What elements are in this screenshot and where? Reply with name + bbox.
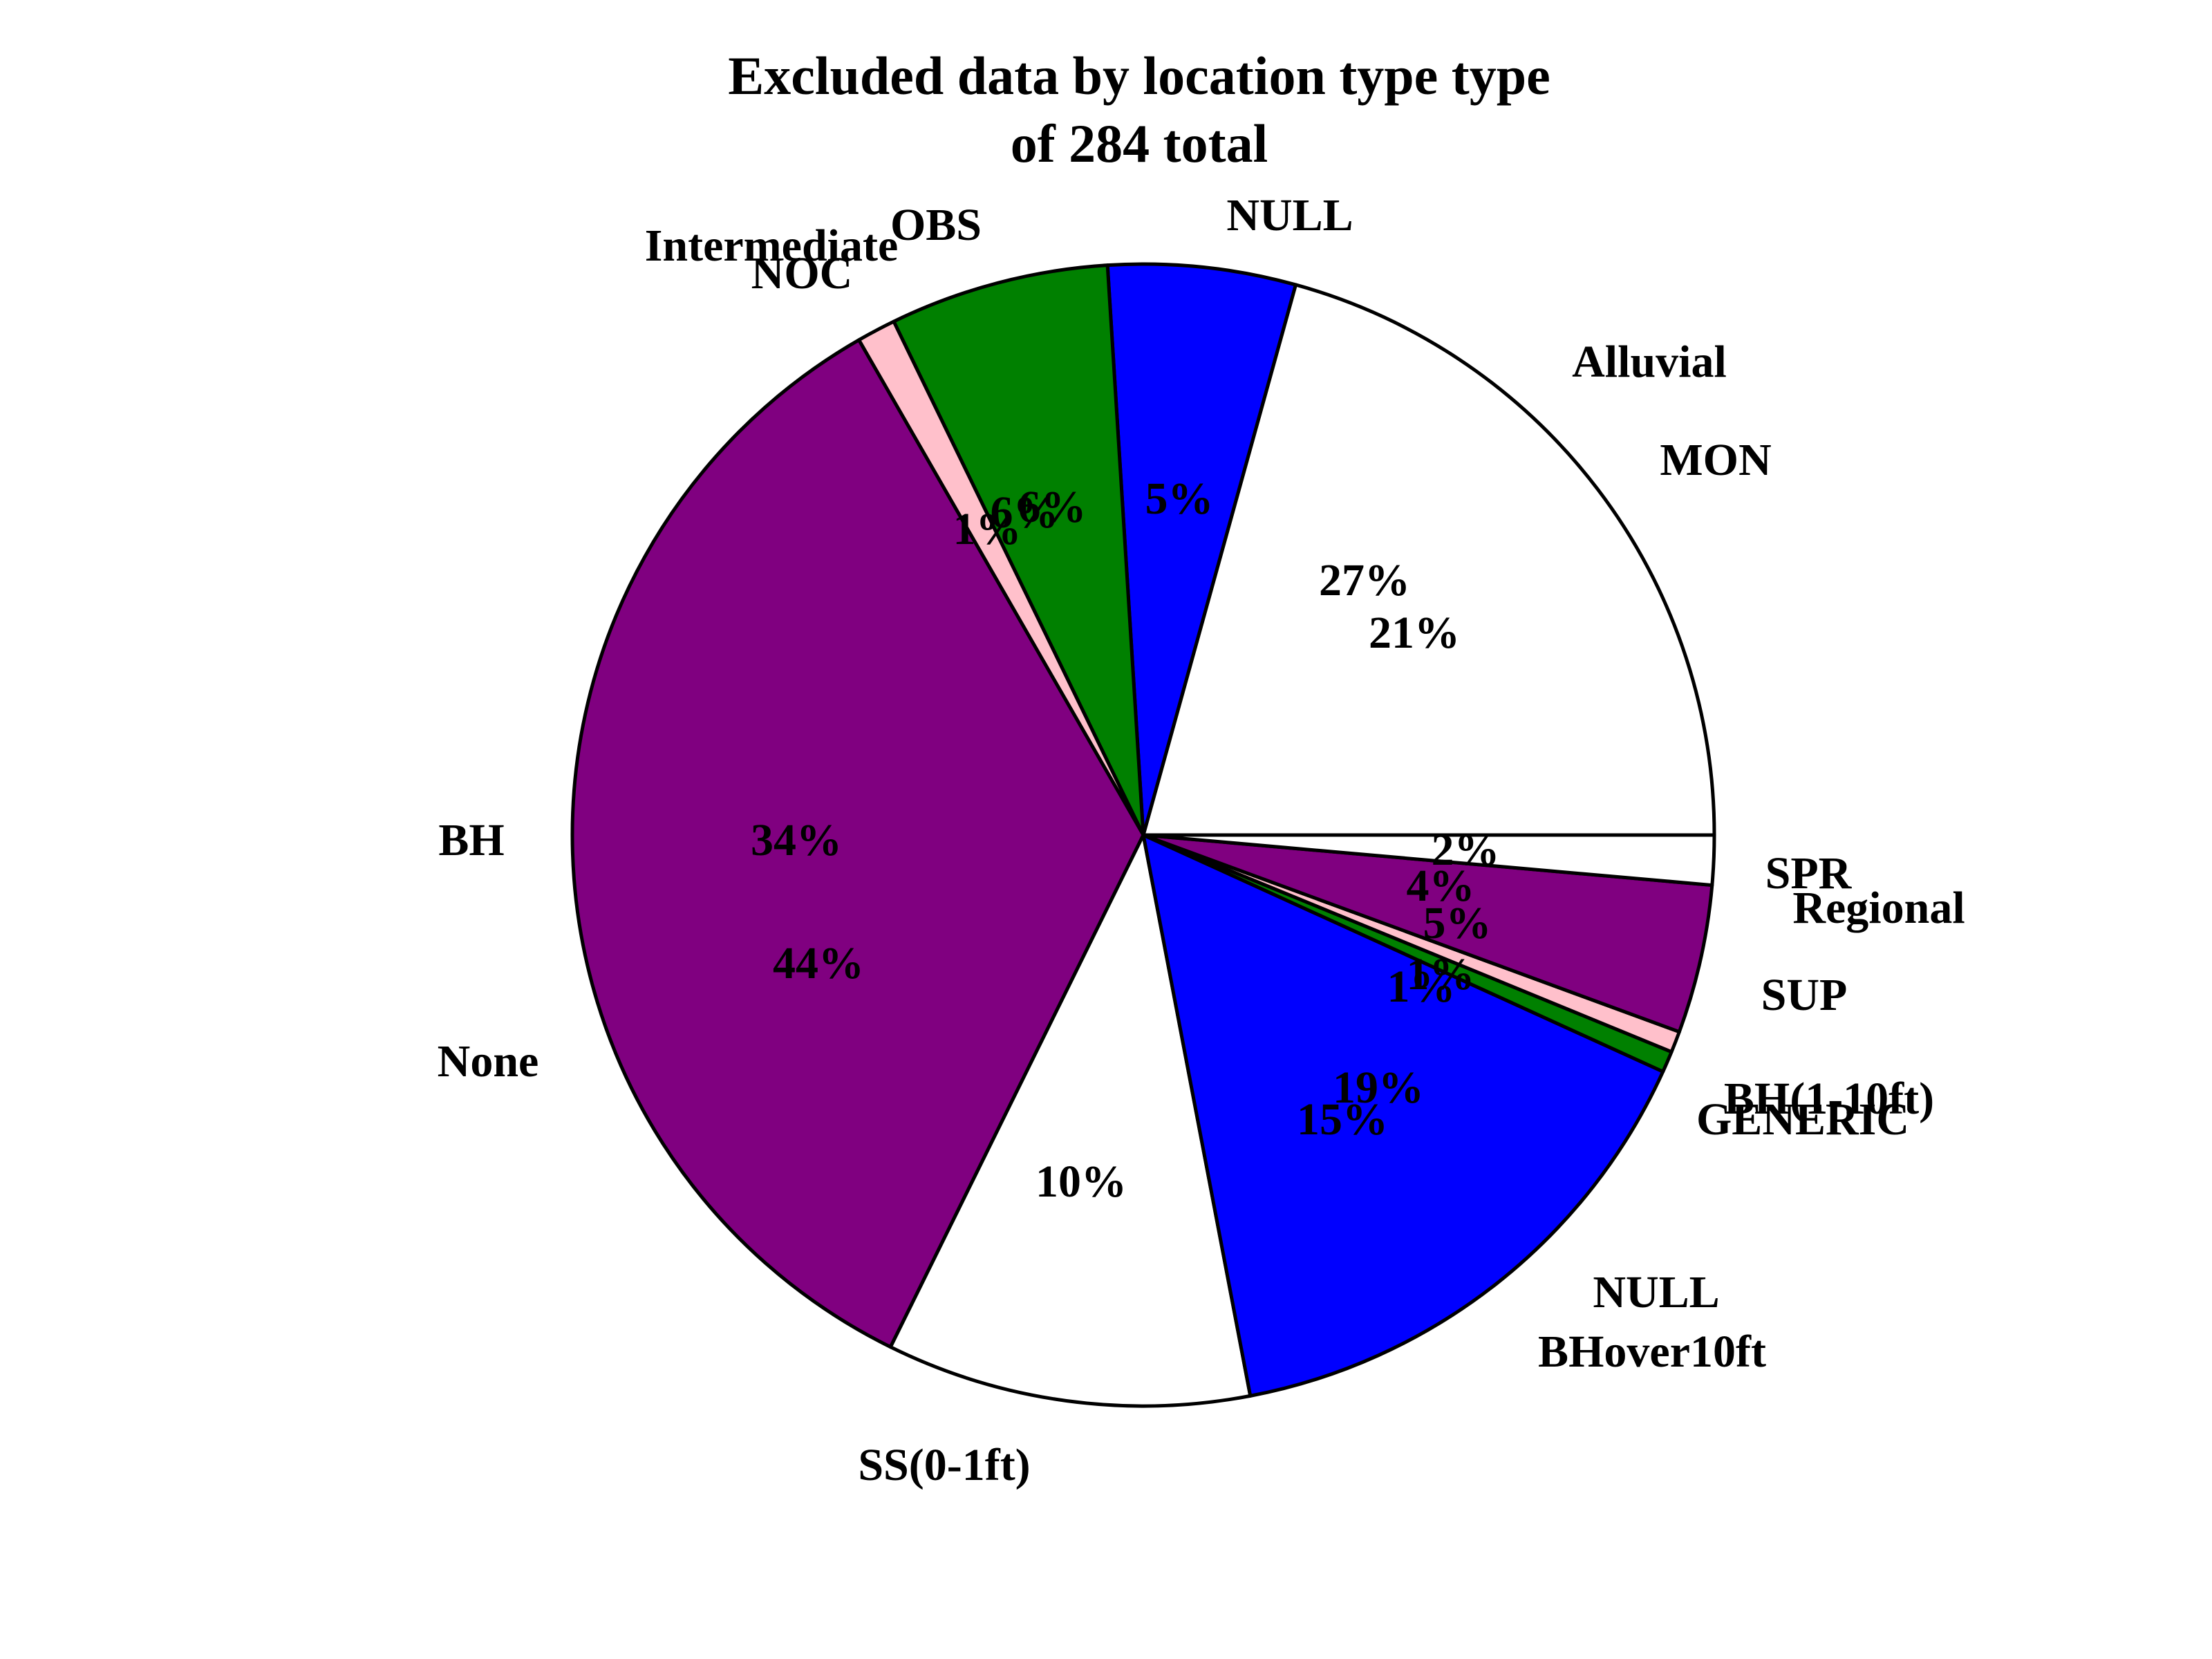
pie-slice-mon	[1141, 283, 1716, 837]
chart-title: Excluded data by location type type	[728, 46, 1550, 106]
slice-pct-generic: 1%	[1387, 962, 1456, 1012]
slice-pct-bhover10: 15%	[1297, 1094, 1388, 1145]
pie-slice-null-a	[1105, 262, 1297, 837]
slice-pct-sup: 4%	[1407, 861, 1475, 911]
slice-label-generic: GENERIC	[1696, 1094, 1909, 1145]
slice-label-obs: OBS	[890, 200, 982, 250]
pie-slice-sup	[1141, 833, 1714, 1034]
slice-label-bhover10: BHover10ft	[1538, 1327, 1766, 1377]
overlay-pct-alluvial: 27%	[1319, 555, 1410, 606]
pie-slice-ss01	[888, 833, 1253, 1408]
overlay-label-none: None	[438, 1036, 539, 1087]
overlay-label-intermediate: Intermediate	[645, 221, 899, 271]
slice-pct-bh110: 1%	[1407, 949, 1475, 1000]
slice-pct-bh: 34%	[751, 815, 842, 865]
slice-pct-noc: 1%	[953, 504, 1022, 554]
slice-label-noc: NOC	[751, 248, 853, 299]
overlay-label-alluvial: Alluvial	[1572, 337, 1727, 387]
overlay-pct-intermediate: 6%	[991, 487, 1059, 538]
slice-pct-spr: 2%	[1432, 825, 1500, 875]
overlay-label-null-b: NULL	[1593, 1267, 1719, 1318]
pie-slice-obs	[892, 263, 1145, 837]
overlay-pct-null-b: 19%	[1333, 1062, 1424, 1113]
slice-pct-mon: 21%	[1369, 608, 1460, 658]
overlay-pct-none: 44%	[773, 938, 864, 988]
slice-label-null-a: NULL	[1226, 190, 1353, 241]
pie-slice-spr	[1141, 833, 1716, 888]
slice-pct-null-a: 5%	[1145, 474, 1214, 524]
slice-label-ss01: SS(0-1ft)	[858, 1440, 1030, 1490]
slice-label-sup: SUP	[1761, 970, 1848, 1020]
pie-slices	[570, 262, 1716, 1408]
overlay-label-regional: Regional	[1792, 883, 1965, 933]
slice-pct-ss01: 10%	[1035, 1156, 1127, 1207]
slice-pct-obs: 6%	[1018, 482, 1087, 532]
slice-label-mon: MON	[1660, 435, 1771, 485]
overlay-pct-regional: 5%	[1423, 898, 1492, 948]
pie-slice-bh	[570, 338, 1145, 1349]
slice-label-bh: BH	[438, 815, 504, 865]
pie-slice-bhover10	[1141, 833, 1665, 1398]
slice-label-spr: SPR	[1765, 848, 1853, 899]
slice-label-bh110: BH(1-10ft)	[1724, 1074, 1934, 1124]
pie-labels: MON 21% NULL 5% OBS 6% NOC 1% BH 34% SS(0-1ft) 10% B…	[438, 190, 1965, 1490]
chart-subtitle: of 284 total	[1011, 113, 1268, 174]
